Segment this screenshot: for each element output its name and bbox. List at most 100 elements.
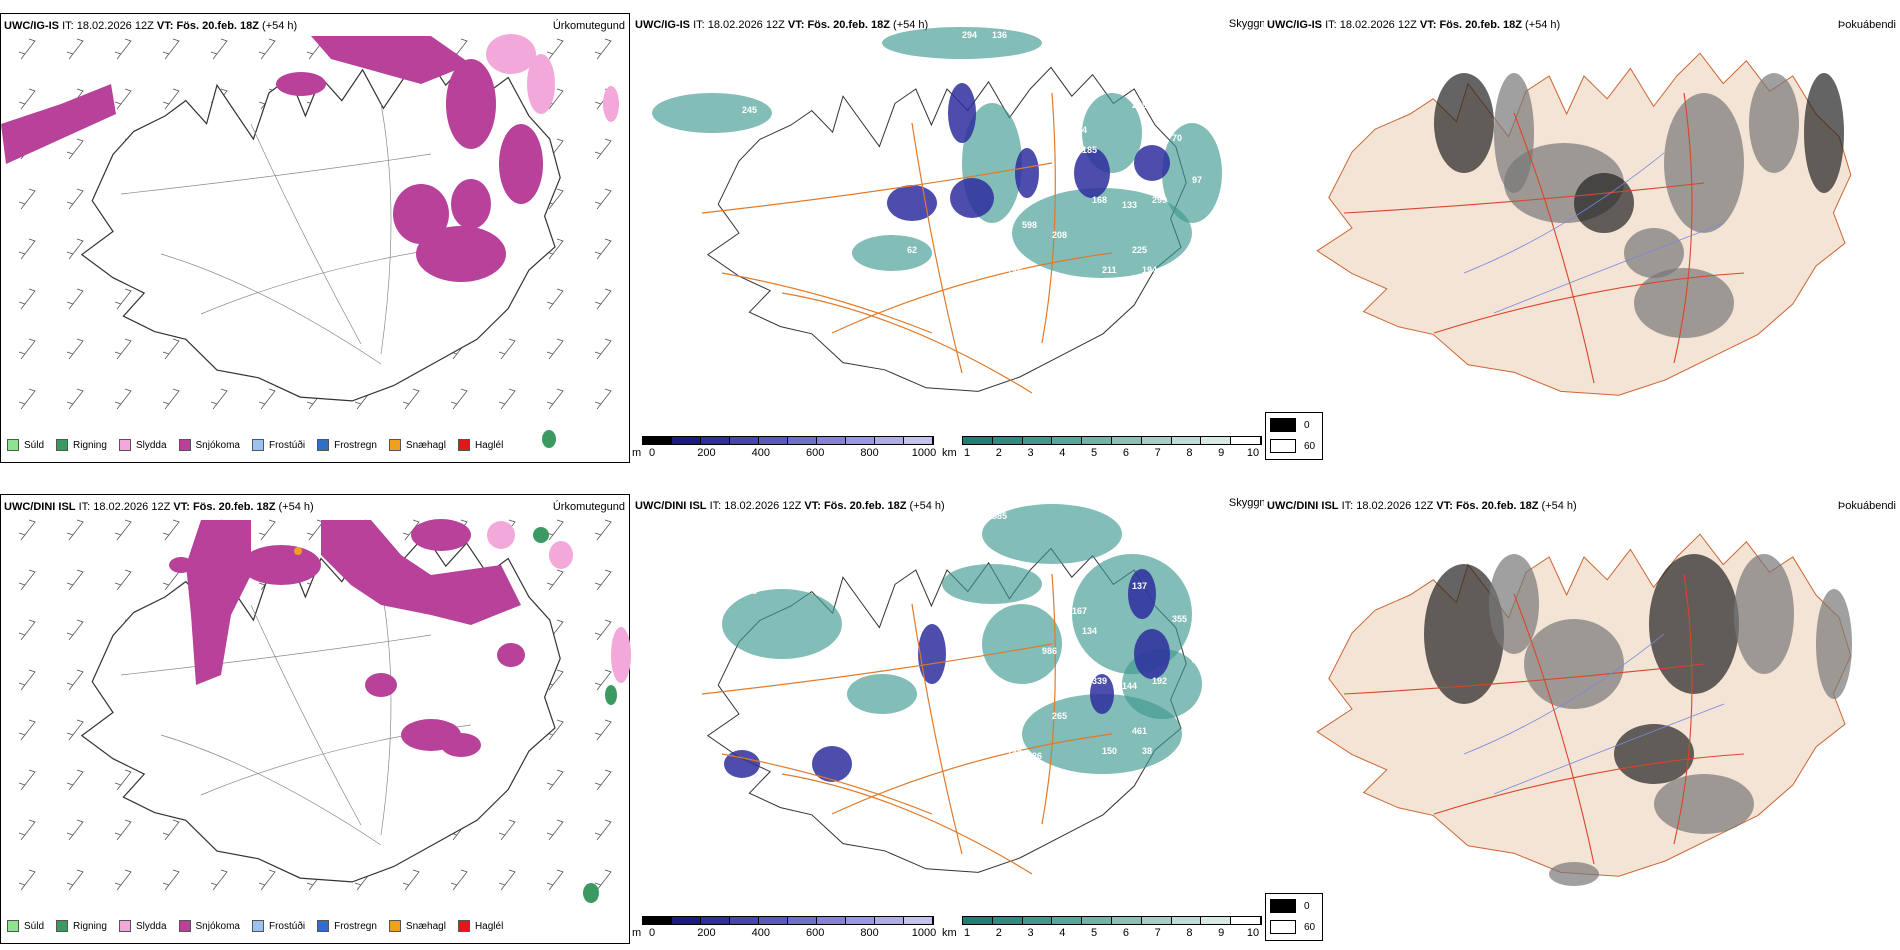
- visibility-value-label: 206: [932, 696, 947, 706]
- colorbar-tick-label: 9: [1218, 447, 1225, 459]
- colorbar-tick-label: 0: [648, 927, 656, 939]
- wind-barb: [18, 188, 36, 210]
- fog-area: [1524, 619, 1624, 709]
- colorbar-strip: [642, 436, 934, 445]
- colorbar-tick-label: 6: [1122, 927, 1129, 939]
- road: [1343, 663, 1705, 695]
- road: [1673, 573, 1693, 845]
- wind-barb: [498, 388, 516, 410]
- road: [160, 734, 382, 846]
- fog-key-bottom: 0 60: [1265, 893, 1323, 941]
- road: [1513, 112, 1595, 384]
- colorbar-unit: m: [632, 927, 642, 939]
- colorbar-segment: [701, 917, 730, 924]
- wind-barb: [450, 388, 468, 410]
- legend-label: Rigning: [73, 920, 107, 932]
- wind-barb: [18, 88, 36, 110]
- legend-item: Rigning: [56, 439, 107, 451]
- fog-panel-top: UWC/IG-IS IT: 18.02.2026 12Z VT: Fös. 20…: [1264, 13, 1900, 463]
- road: [831, 252, 1113, 334]
- panel-title: UWC/DINI ISL IT: 18.02.2026 12Z VT: Fös.…: [635, 500, 945, 512]
- sleet-area: [603, 86, 619, 122]
- snow-pellet-area: [294, 547, 302, 555]
- wind-barb: [18, 569, 36, 591]
- visibility-value-label: 145: [1007, 267, 1022, 277]
- wind-barb: [594, 569, 612, 591]
- wind-barb: [66, 719, 84, 741]
- snow-area: [446, 59, 496, 149]
- road: [120, 153, 432, 195]
- visibility-value-label: 598: [1022, 220, 1037, 230]
- fog-area: [1804, 73, 1844, 193]
- fog-key-high-label: 0: [1304, 901, 1310, 912]
- colorbar-tick-label: 400: [751, 927, 770, 939]
- wind-barb: [66, 819, 84, 841]
- product-name: Skyggni: [1228, 18, 1268, 30]
- wind-barb: [66, 38, 84, 60]
- fog-key-low-label: 60: [1304, 441, 1316, 452]
- wind-barb: [114, 519, 132, 541]
- low-visibility-area: [1162, 123, 1222, 223]
- wind-barb: [162, 88, 180, 110]
- colorbar-segment: [846, 917, 875, 924]
- wind-barb: [114, 38, 132, 60]
- low-cloud-base-area: [1134, 145, 1170, 181]
- legend-label: Slydda: [135, 439, 167, 451]
- legend-label: Frostúði: [268, 920, 306, 932]
- colorbar-tick-label: 1: [963, 447, 971, 459]
- colorbar-segment: [701, 437, 730, 444]
- wind-barb: [18, 819, 36, 841]
- precip-type-legend: Súld Rigning Slydda Snjókoma Frostúði Frostre…: [7, 920, 515, 935]
- wind-barb: [162, 38, 180, 60]
- colorbar-segment: [759, 917, 788, 924]
- visibility-value-label: 168: [1092, 195, 1107, 205]
- wind-barb: [114, 338, 132, 360]
- low-cloud-base-area: [724, 750, 760, 778]
- road: [1343, 182, 1705, 214]
- visibility-panel-top: UWC/IG-IS IT: 18.02.2026 12Z VT: Fös. 20…: [632, 13, 1268, 463]
- road: [1041, 573, 1056, 825]
- colorbar-strip: [962, 916, 1262, 925]
- visibility-value-label: 224: [952, 718, 967, 728]
- legend-item: Rigning: [56, 920, 107, 932]
- legend-item: Súld: [7, 920, 44, 932]
- low-cloud-base-area: [950, 178, 994, 218]
- wind-barb: [594, 338, 612, 360]
- colorbar-segment: [992, 437, 1023, 444]
- road: [1513, 593, 1595, 865]
- snow-area: [276, 72, 326, 96]
- colorbar-segment: [1022, 917, 1053, 924]
- panel-title: UWC/DINI ISL IT: 18.02.2026 12Z VT: Fös.…: [4, 501, 314, 513]
- colorbar-tick-label: 0: [648, 447, 656, 459]
- snow-area: [441, 733, 481, 757]
- visibility-value-label: 70: [1172, 133, 1182, 143]
- legend-swatch: [56, 920, 69, 932]
- colorbar-segment: [672, 437, 701, 444]
- road: [831, 733, 1113, 815]
- road: [781, 292, 1033, 394]
- colorbar-tick-label: 600: [806, 927, 825, 939]
- colorbar-tick-label: 8: [1186, 447, 1193, 459]
- legend-swatch: [7, 439, 19, 451]
- fog-key-low-label: 60: [1304, 922, 1316, 933]
- wind-barb: [546, 569, 564, 591]
- visibility-value-label: 292: [907, 726, 922, 736]
- rain-area: [605, 685, 617, 705]
- legend-label: Snæhagl: [405, 920, 446, 932]
- legend-swatch: [118, 920, 131, 932]
- low-visibility-area: [982, 504, 1122, 564]
- legend-label: Frostregn: [334, 439, 377, 451]
- colorbar-tick-label: 400: [751, 447, 770, 459]
- wind-barb: [114, 288, 132, 310]
- visibility-value-label: 97: [1192, 175, 1202, 185]
- wind-barb: [594, 669, 612, 691]
- wind-barb: [258, 388, 276, 410]
- panel-title: UWC/IG-IS IT: 18.02.2026 12Z VT: Fös. 20…: [4, 20, 298, 32]
- precip-type-panel-bottom: UWC/DINI ISL IT: 18.02.2026 12Z VT: Fös.…: [0, 494, 631, 944]
- legend-label: Snjókoma: [195, 439, 240, 451]
- road: [120, 634, 432, 676]
- wind-barb: [162, 819, 180, 841]
- low-visibility-area: [982, 604, 1062, 684]
- colorbar-segment: [1022, 437, 1053, 444]
- wind-barb: [18, 238, 36, 260]
